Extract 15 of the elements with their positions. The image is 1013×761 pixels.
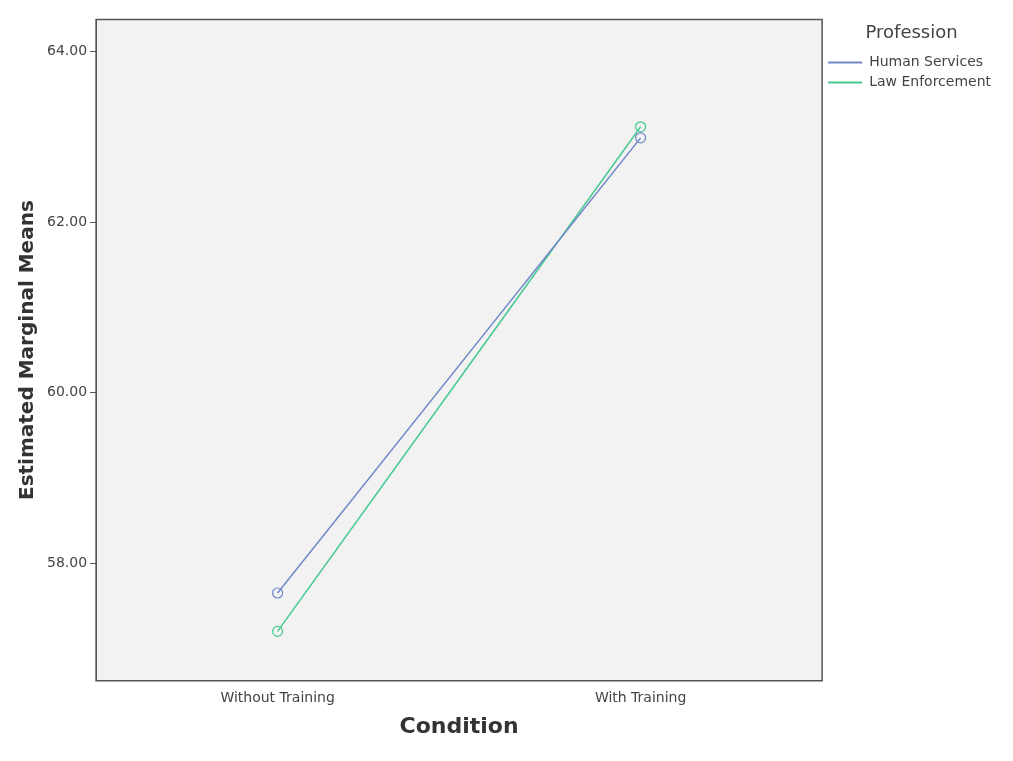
legend-title: Profession (865, 20, 958, 42)
point (635, 132, 647, 144)
point (271, 625, 284, 637)
y-tick-label: 58.00 (46, 553, 88, 570)
x-tick-label: Without Training (220, 688, 335, 705)
x-axis-title: Condition (399, 712, 519, 738)
y-tick-label: 62.00 (46, 212, 88, 229)
x-tick-label: With Training (594, 688, 687, 705)
y-axis-title: Estimated Marginal Means (14, 200, 39, 501)
point (635, 121, 647, 133)
point (271, 587, 284, 599)
y-tick-label: 64.00 (46, 42, 88, 59)
legend-label: Human Services (869, 53, 984, 70)
y-tick-label: 60.00 (46, 383, 88, 400)
legend-label: Law Enforcement (869, 73, 992, 90)
